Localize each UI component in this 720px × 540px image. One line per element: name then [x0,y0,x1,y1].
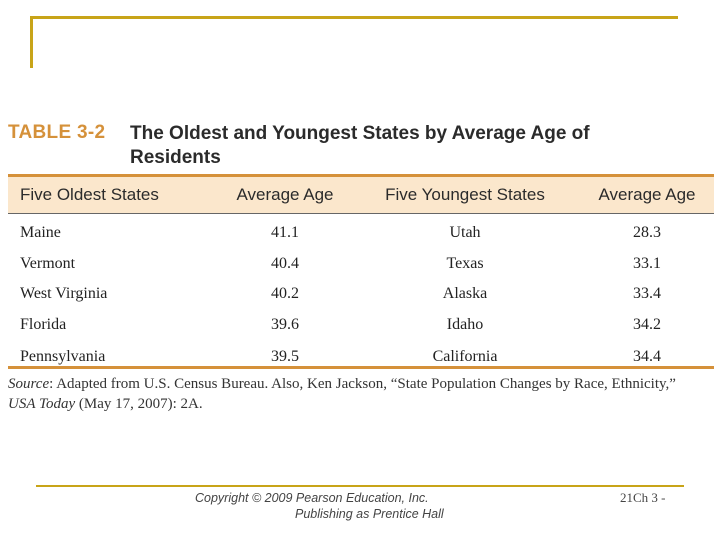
table-header-row: Five Oldest States Average Age Five Youn… [8,174,714,214]
oldest-state-cell: Florida [20,315,67,333]
youngest-age-cell: 33.4 [633,285,661,303]
header-youngest-states: Five Youngest States [350,174,580,214]
copyright-line-2: Publishing as Prentice Hall [295,507,444,521]
frame-left-rule [30,16,33,68]
oldest-age-cell: 39.5 [220,340,350,369]
table-row: Pennsylvania 39.5 California 34.4 [8,340,714,369]
source-citation: (May 17, 2007): 2A. [75,396,203,412]
copyright-line-1: Copyright © 2009 Pearson Education, Inc. [195,491,429,505]
table-row: West Virginia 40.2 Alaska 33.4 [8,279,714,310]
table-heading: The Oldest and Youngest States by Averag… [130,123,590,168]
source-publication: USA Today [8,396,76,412]
source-text: : Adapted from U.S. Census Bureau. Also,… [49,376,676,392]
table-row: Vermont 40.4 Texas 33.1 [8,249,714,280]
table-row: Florida 39.6 Idaho 34.2 [8,310,714,341]
youngest-age-cell: 28.3 [633,224,661,242]
data-table: Five Oldest States Average Age Five Youn… [8,174,714,369]
youngest-state-cell: Alaska [442,285,488,303]
oldest-age-cell: 40.4 [271,254,299,272]
oldest-state-cell: Pennsylvania [8,340,220,369]
source-note: Source: Adapted from U.S. Census Bureau.… [8,374,688,414]
youngest-age-cell: 33.1 [633,254,661,272]
header-oldest-states: Five Oldest States [8,174,220,214]
footer-rule [36,485,684,487]
table-row: Maine 41.1 Utah 28.3 [8,214,714,249]
frame-top-rule [30,16,678,19]
youngest-age-cell: 34.4 [580,340,714,369]
oldest-age-cell: 39.6 [271,315,299,333]
oldest-age-cell: 41.1 [271,224,299,242]
slide-number: 21Ch 3 - [620,490,666,505]
youngest-state-cell: Idaho [446,315,484,333]
header-average-age-youngest: Average Age [580,174,714,214]
youngest-state-cell: Utah [449,224,481,242]
oldest-state-cell: Vermont [20,254,76,272]
youngest-age-cell: 34.2 [633,315,661,333]
oldest-state-cell: Maine [20,224,61,242]
copyright-notice: Copyright © 2009 Pearson Education, Inc.… [160,490,500,522]
oldest-state-cell: West Virginia [20,285,108,303]
source-label: Source [8,376,50,392]
oldest-age-cell: 40.2 [271,285,299,303]
table-label: TABLE 3-2 [8,122,106,143]
youngest-state-cell: California [350,340,580,369]
header-average-age-oldest: Average Age [220,174,350,214]
youngest-state-cell: Texas [446,254,484,272]
